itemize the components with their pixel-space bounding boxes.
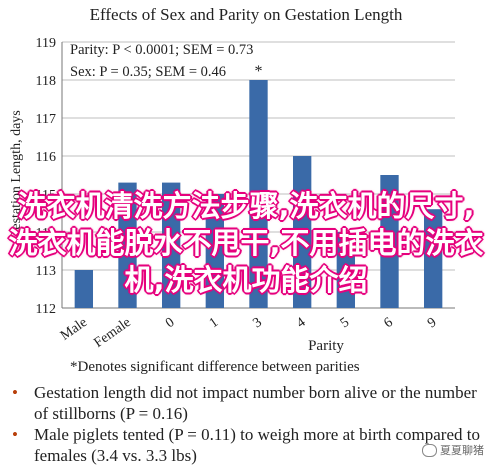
watermark: 夏夏聊猪 — [422, 442, 484, 458]
x-tick-label: 5 — [338, 315, 352, 331]
x-tick-label: 9 — [425, 315, 439, 331]
y-axis-label: Gestation Length, days — [9, 110, 24, 239]
bar-male — [74, 270, 94, 308]
bar-9 — [423, 209, 443, 308]
bar-3 — [249, 80, 268, 308]
bullet-icon: • — [12, 383, 18, 402]
note-text: Gestation length did not impact number b… — [34, 383, 477, 423]
bar-4 — [292, 156, 312, 308]
bar-1 — [205, 194, 225, 308]
x-tick-label: 1 — [207, 315, 221, 331]
x-axis-ticks: Male Female 0 1 3 4 5 6 9 — [58, 315, 440, 351]
note-text: Male piglets tented (P = 0.11) to weigh … — [34, 425, 480, 465]
x-tick-label: Male — [58, 315, 90, 344]
x-tick-label: 6 — [381, 315, 395, 331]
y-axis-ticks: 112 113 114 115 116 117 118 119 — [36, 36, 56, 317]
annotation-parity: Parity: P < 0.0001; SEM = 0.73 — [70, 42, 253, 58]
x-tick-label: Female — [91, 315, 133, 351]
notes-list: • Gestation length did not impact number… — [12, 382, 482, 466]
bar-5 — [336, 232, 356, 308]
chart-title: Effects of Sex and Parity on Gestation L… — [90, 5, 403, 24]
bar-female — [118, 182, 137, 308]
note-item: • Male piglets tented (P = 0.11) to weig… — [12, 424, 482, 466]
y-tick-label: 117 — [36, 112, 56, 127]
bar-6 — [380, 175, 399, 308]
y-tick-label: 114 — [36, 226, 56, 241]
bar-0 — [161, 182, 181, 308]
chart-bars: * — [74, 63, 443, 308]
x-tick-label: 4 — [294, 315, 308, 331]
watermark-text: 夏夏聊猪 — [440, 444, 484, 457]
bullet-icon: • — [12, 425, 18, 444]
wechat-icon — [422, 443, 437, 457]
chart-footnote: *Denotes significant difference between … — [70, 359, 360, 375]
overlay-text: 洗衣机清洗方法步骤,洗衣机的尺寸,洗衣机能脱水不甩干,不用插电的洗衣机,洗衣机功… — [8, 189, 484, 297]
y-tick-label: 119 — [36, 36, 56, 51]
note-item: • Gestation length did not impact number… — [12, 382, 482, 424]
y-tick-label: 115 — [36, 188, 56, 203]
y-tick-label: 113 — [36, 264, 56, 279]
annotation-sex: Sex: P = 0.35; SEM = 0.46 — [70, 64, 226, 80]
y-tick-label: 118 — [36, 74, 56, 89]
significance-marker: * — [255, 63, 263, 80]
y-tick-label: 112 — [36, 302, 56, 317]
y-tick-label: 116 — [36, 150, 56, 165]
gestation-bar-chart: Effects of Sex and Parity on Gestation L… — [9, 5, 455, 375]
x-tick-label: 3 — [250, 315, 264, 331]
x-axis-label: Parity — [308, 338, 344, 354]
x-tick-label: 0 — [163, 315, 177, 331]
